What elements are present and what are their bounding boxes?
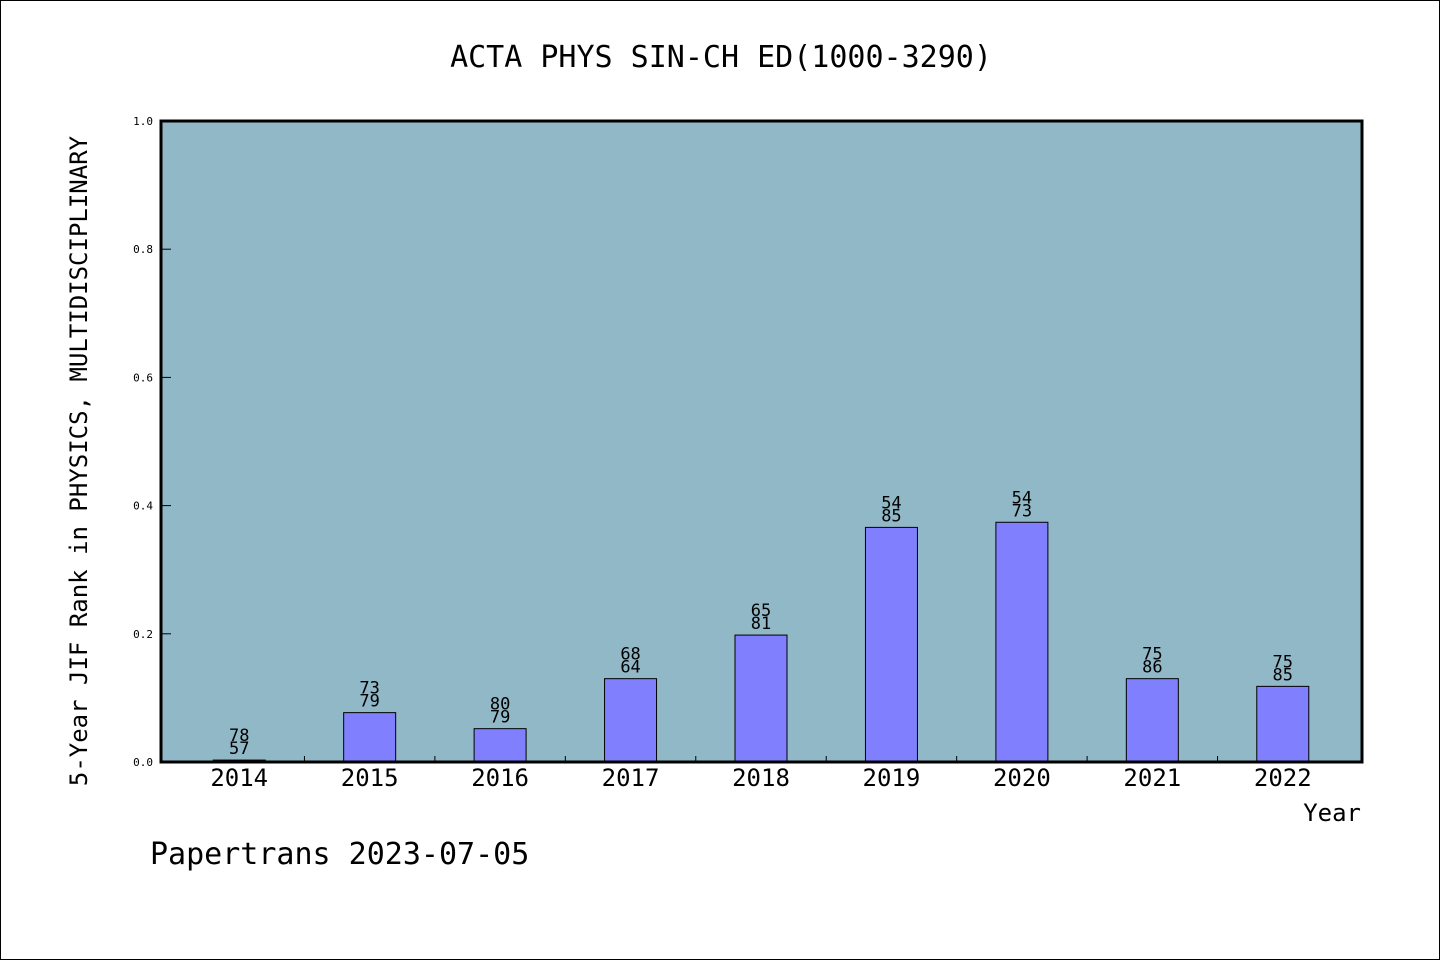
bar: [734, 634, 788, 763]
data-label-bottom: 85: [881, 506, 901, 526]
bar: [1125, 678, 1179, 763]
x-axis: 2014 2015 2016 2017 2018 2019 2020 2021 2022: [210, 756, 1312, 792]
bar: [604, 678, 658, 763]
data-label-top: 65: [751, 601, 771, 621]
bars-group: [212, 521, 1310, 763]
x-tick-label: 2021: [1123, 764, 1181, 792]
bar: [864, 526, 918, 763]
y-tick-label: 1.0: [133, 115, 153, 128]
data-label-top: 78: [229, 726, 249, 746]
x-tick-label: 2018: [732, 764, 790, 792]
x-tick-label: 2019: [863, 764, 921, 792]
x-tick-label: 2015: [341, 764, 399, 792]
data-label-bottom: 79: [490, 708, 510, 728]
x-tick-label: 2016: [471, 764, 529, 792]
y-tick-label: 0.4: [133, 500, 153, 513]
data-label-bottom: 57: [229, 739, 249, 759]
data-label-top: 75: [1273, 652, 1293, 672]
chart-title: ACTA PHYS SIN-CH ED(1000-3290): [450, 40, 992, 75]
x-tick-label: 2017: [602, 764, 660, 792]
x-axis-label: Year: [1303, 799, 1361, 827]
y-tick-label: 0.8: [133, 243, 153, 256]
bar: [473, 728, 527, 763]
data-label-bottom: 79: [359, 692, 379, 712]
data-label-top: 75: [1142, 645, 1162, 665]
y-axis-label: 5-Year JIF Rank in PHYSICS, MULTIDISCIPL…: [65, 135, 93, 786]
data-label-top: 54: [1012, 488, 1032, 508]
data-label-bottom: 85: [1273, 665, 1293, 685]
x-tick-label: 2014: [210, 764, 268, 792]
y-axis: 0.0 0.2 0.4 0.6 0.8 1.0: [133, 115, 171, 769]
data-label-top: 73: [359, 679, 379, 699]
data-label-bottom: 86: [1142, 658, 1162, 678]
bar: [995, 521, 1049, 763]
x-tick-label: 2020: [993, 764, 1051, 792]
data-label-top: 54: [881, 493, 901, 513]
y-tick-label: 0.0: [133, 756, 153, 769]
bar: [1256, 685, 1310, 763]
data-label-bottom: 81: [751, 614, 771, 634]
bar: [343, 712, 397, 763]
data-label-bottom: 73: [1012, 501, 1032, 521]
data-label-bottom: 64: [620, 658, 640, 678]
data-label-top: 80: [490, 695, 510, 715]
data-label-top: 68: [620, 645, 640, 665]
plot-border: [159, 119, 1364, 764]
x-tick-label: 2022: [1254, 764, 1312, 792]
y-tick-label: 0.6: [133, 371, 153, 384]
y-tick-label: 0.2: [133, 628, 153, 641]
footer-credit: Papertrans 2023-07-05: [150, 837, 529, 872]
